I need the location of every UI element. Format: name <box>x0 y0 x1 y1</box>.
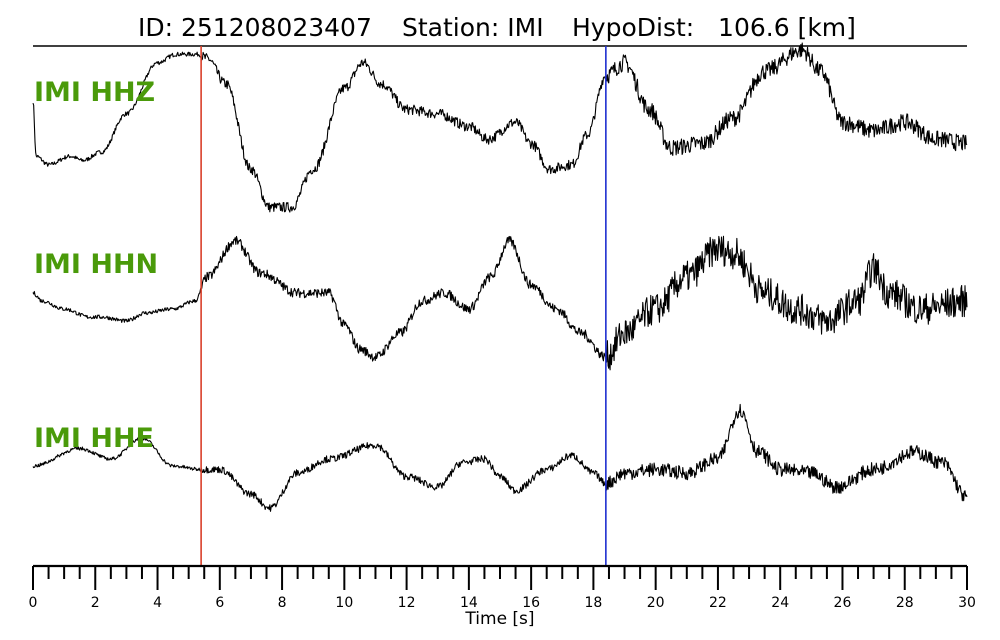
title-event-id: ID: 251208023407 <box>138 13 372 42</box>
x-tick-label: 18 <box>584 595 602 611</box>
trace-imi-hhz <box>32 42 968 213</box>
x-tick-label: 26 <box>834 595 852 611</box>
x-tick-label: 8 <box>278 595 287 611</box>
x-tick-label: 20 <box>647 595 665 611</box>
x-tick-label: 4 <box>153 595 162 611</box>
trace-imi-hhn <box>32 235 968 371</box>
x-tick-label: 22 <box>709 595 727 611</box>
x-tick-label: 16 <box>522 595 540 611</box>
x-tick-label: 30 <box>958 595 976 611</box>
trace-label: IMI HHE <box>34 423 154 454</box>
x-tick-label: 12 <box>398 595 416 611</box>
x-tick-label: 28 <box>896 595 914 611</box>
x-tick-label: 0 <box>29 595 38 611</box>
x-tick-label: 6 <box>215 595 224 611</box>
x-tick-label: 14 <box>460 595 478 611</box>
trace-imi-hhe <box>32 403 968 512</box>
x-tick-label: 24 <box>771 595 789 611</box>
traces-layer <box>32 42 968 512</box>
time-axis: 0 2 4 6 8 10 12 14 16 18 20 22 24 26 28 30 <box>29 564 976 611</box>
x-axis-label: Time [s] <box>464 609 534 629</box>
trace-labels-layer: IMI HHZ IMI HHN IMI HHE <box>34 77 158 454</box>
x-tick-label: 2 <box>91 595 100 611</box>
pick-lines-layer <box>200 46 607 566</box>
title-hypodist: HypoDist: 106.6 [km] <box>572 13 856 42</box>
title-station: Station: IMI <box>402 13 544 42</box>
trace-label: IMI HHN <box>34 249 158 280</box>
trace-label: IMI HHZ <box>34 77 155 108</box>
x-tick-label: 10 <box>335 595 353 611</box>
